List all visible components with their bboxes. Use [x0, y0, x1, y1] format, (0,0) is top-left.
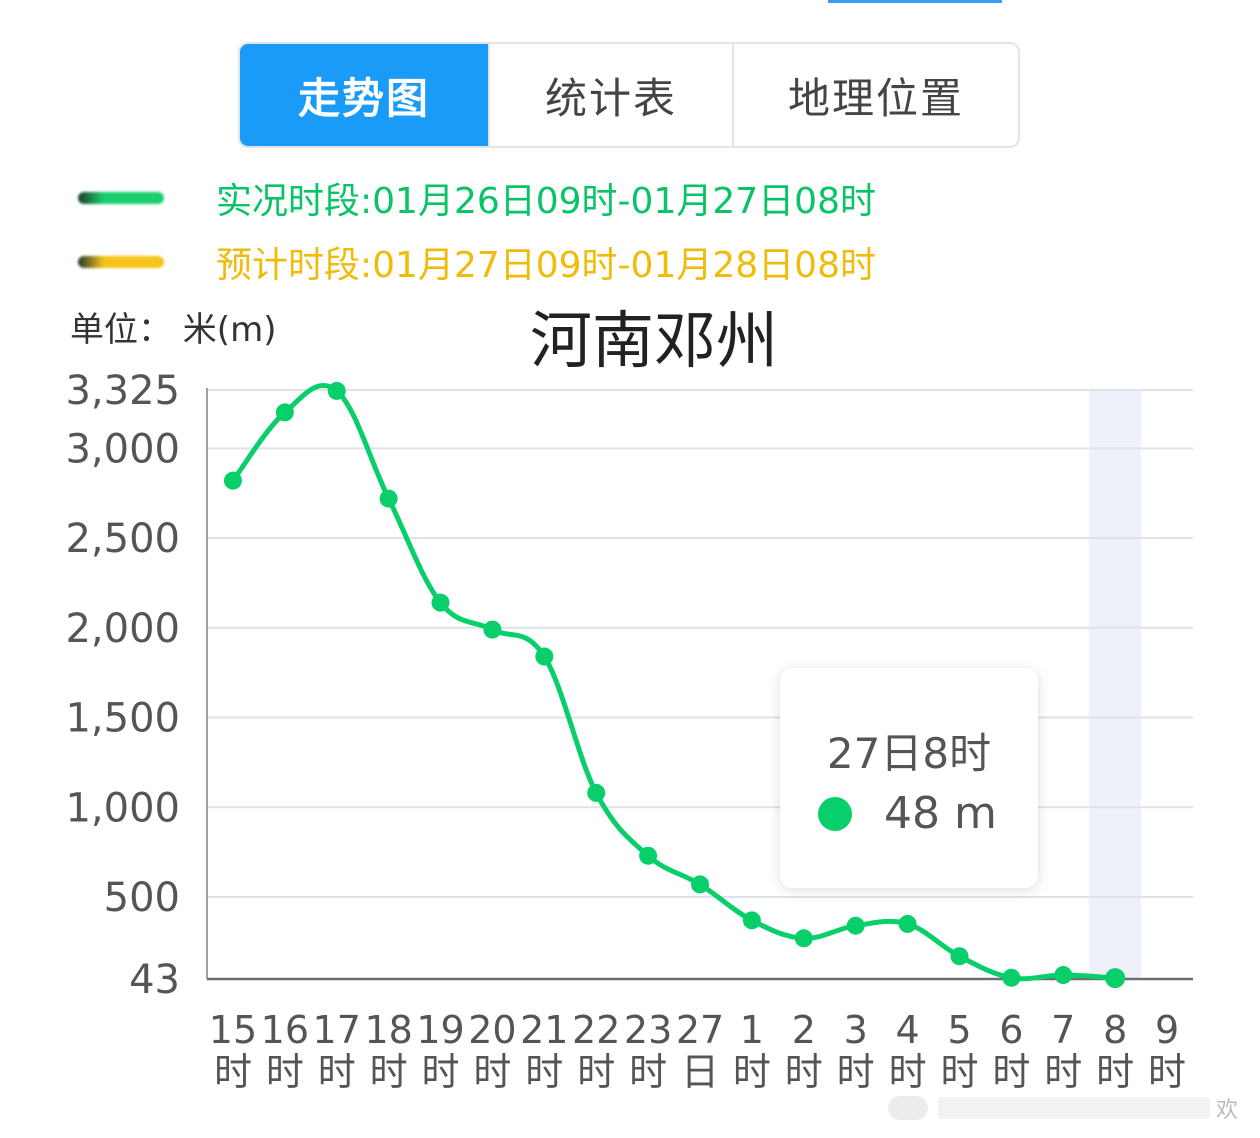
- x-tick-label: 时: [422, 1050, 460, 1094]
- watermark: 欢: [888, 1090, 1238, 1126]
- tooltip-title: 27日8时: [826, 729, 992, 778]
- x-tick-label: 5: [947, 1008, 971, 1052]
- x-tick-label: 时: [733, 1050, 771, 1094]
- watermark-logo: [888, 1096, 928, 1120]
- tab-statistics-table[interactable]: 统计表: [488, 44, 732, 146]
- x-tick-label: 时: [525, 1050, 563, 1094]
- data-point: [1105, 968, 1126, 989]
- x-tick-label: 20: [468, 1008, 516, 1052]
- y-tick-label: 3,000: [65, 426, 180, 472]
- x-tick-label: 8: [1103, 1008, 1127, 1052]
- data-point: [223, 471, 242, 490]
- data-point: [639, 846, 658, 865]
- y-tick-label: 1,000: [65, 785, 180, 831]
- y-tick-label: 2,000: [65, 606, 180, 652]
- x-tick-label: 时: [837, 1050, 875, 1094]
- legend-forecast: 预计时段:01月27日09时-01月28日08时: [78, 242, 876, 286]
- data-point: [742, 911, 761, 930]
- data-point: [846, 916, 865, 935]
- unit-label: 单位： 米(m): [70, 310, 277, 350]
- data-point: [1002, 968, 1021, 987]
- chart-title: 河南邓州: [530, 304, 779, 377]
- x-tick-label: 时: [940, 1050, 978, 1094]
- x-tick-label: 时: [266, 1050, 304, 1094]
- x-tick-label: 21: [520, 1008, 568, 1052]
- x-tick-label: 23: [624, 1008, 672, 1052]
- y-tick-label: 500: [104, 875, 180, 921]
- y-tick-label: 3,325: [65, 368, 180, 414]
- tab-trend-chart[interactable]: 走势图: [240, 44, 488, 146]
- x-tick-label: 6: [999, 1008, 1023, 1052]
- x-tick-label: 1: [740, 1008, 764, 1052]
- x-tick-label: 时: [992, 1050, 1030, 1094]
- tab-bar: 走势图 统计表 地理位置: [238, 42, 1020, 148]
- legend-actual: 实况时段:01月26日09时-01月27日08时: [78, 178, 876, 222]
- legend-forecast-label: 预计时段:01月27日09时-01月28日08时: [216, 245, 876, 286]
- legend-forecast-swatch: [78, 256, 164, 268]
- x-tick-label: 时: [473, 1050, 511, 1094]
- top-indicator-strip: [828, 0, 1002, 3]
- x-tick-label: 时: [1044, 1050, 1082, 1094]
- data-point: [898, 914, 917, 933]
- x-tick-label: 时: [214, 1050, 252, 1094]
- tooltip-series-dot: [818, 797, 852, 831]
- x-tick-label: 3: [844, 1008, 868, 1052]
- data-point: [1054, 966, 1073, 985]
- data-point: [587, 783, 606, 802]
- watermark-bar: [938, 1097, 1210, 1119]
- watermark-text: 欢: [1215, 1098, 1238, 1123]
- y-tick-label: 43: [129, 957, 180, 1003]
- x-tick-label: 15: [209, 1008, 257, 1052]
- x-tick-label: 时: [629, 1050, 667, 1094]
- tooltip-value: 48 m: [884, 788, 997, 839]
- x-tick-label: 17: [313, 1008, 361, 1052]
- data-point: [950, 947, 969, 966]
- tab-geo-location[interactable]: 地理位置: [732, 44, 1018, 146]
- chart-tooltip: 27日8时 48 m: [780, 668, 1038, 888]
- y-tick-label: 2,500: [65, 516, 180, 562]
- legend-actual-label: 实况时段:01月26日09时-01月27日08时: [216, 181, 876, 222]
- x-tick-label: 时: [785, 1050, 823, 1094]
- data-point: [535, 647, 554, 666]
- x-tick-label: 16: [261, 1008, 309, 1052]
- x-tick-label: 时: [318, 1050, 356, 1094]
- x-tick-label: 19: [416, 1008, 464, 1052]
- data-point: [431, 593, 450, 612]
- y-tick-label: 1,500: [65, 696, 180, 742]
- x-tick-label: 时: [1096, 1050, 1134, 1094]
- x-tick-label: 9: [1155, 1008, 1179, 1052]
- data-point: [691, 875, 709, 894]
- x-tick-label: 4: [895, 1008, 919, 1052]
- x-tick-label: 7: [1051, 1008, 1075, 1052]
- x-tick-label: 时: [577, 1050, 615, 1094]
- data-point: [794, 929, 813, 948]
- x-tick-label: 27: [676, 1008, 724, 1052]
- data-point: [483, 620, 502, 639]
- x-tick-label: 18: [364, 1008, 412, 1052]
- x-tick-label: 日: [681, 1050, 719, 1094]
- highlight-band: [1089, 390, 1142, 979]
- data-point: [275, 403, 294, 422]
- x-tick-label: 22: [572, 1008, 620, 1052]
- x-tick-label: 时: [1148, 1050, 1186, 1094]
- x-tick-label: 2: [792, 1008, 816, 1052]
- x-tick-label: 时: [889, 1050, 927, 1094]
- legend-actual-swatch: [78, 192, 164, 204]
- data-point: [379, 489, 398, 508]
- data-point: [327, 381, 346, 400]
- x-tick-label: 时: [370, 1050, 408, 1094]
